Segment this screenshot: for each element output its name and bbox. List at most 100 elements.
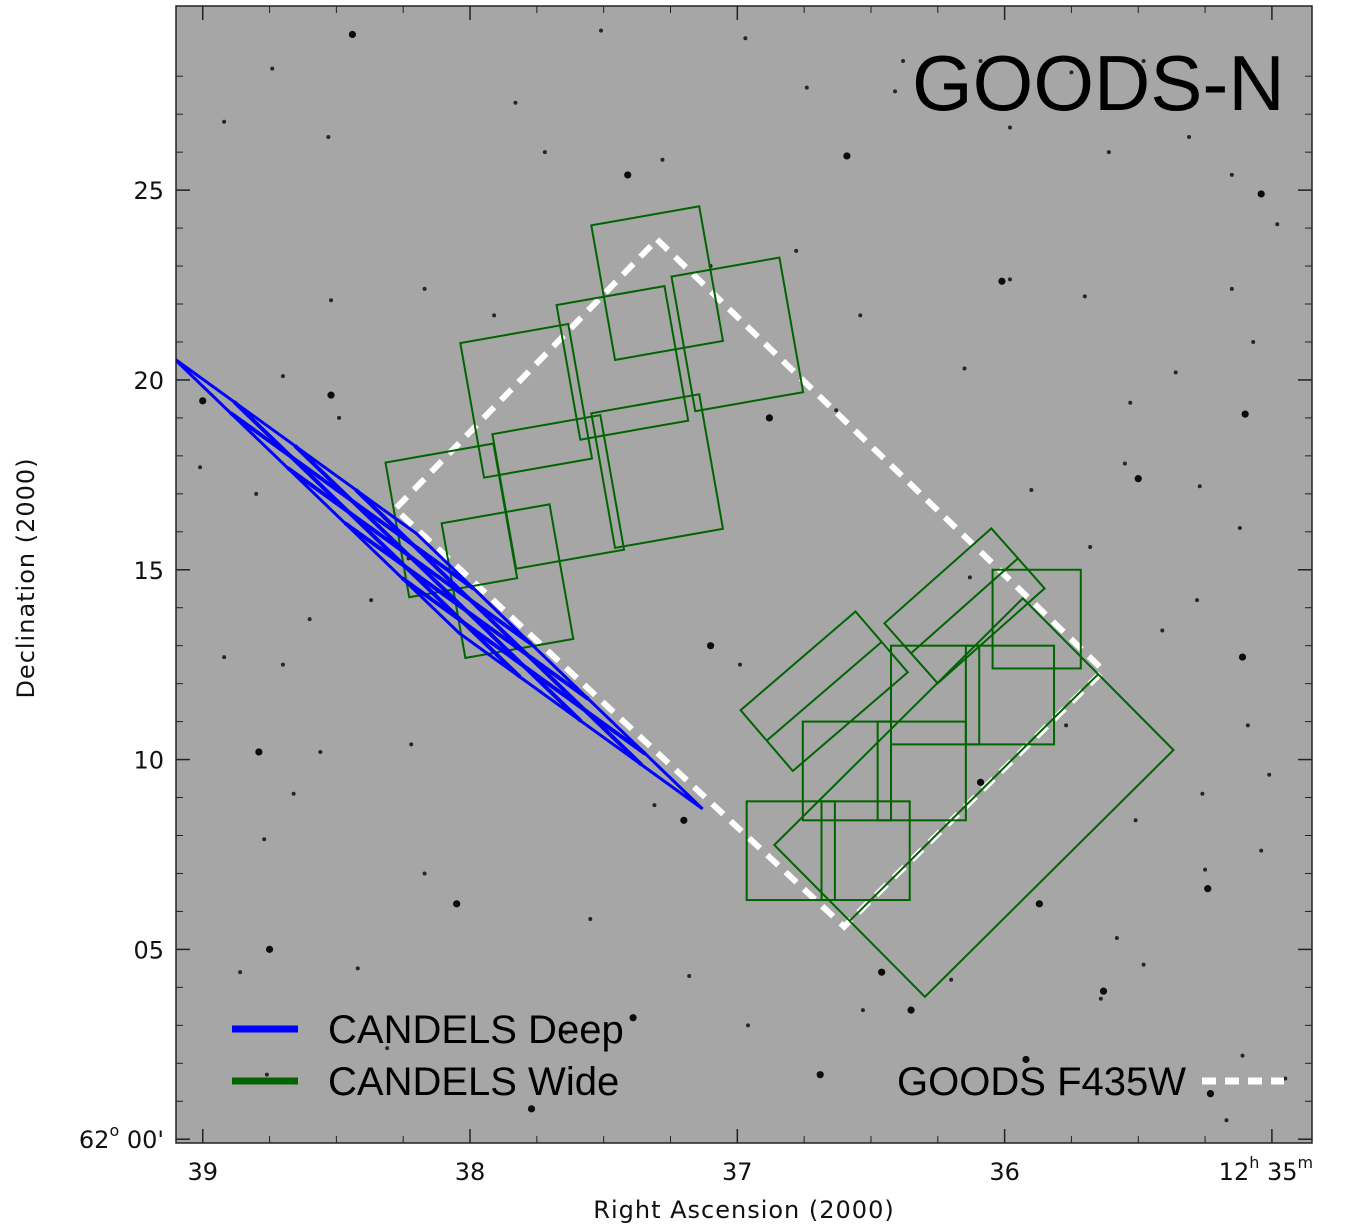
star	[307, 617, 312, 622]
star	[1088, 544, 1093, 549]
plot-background	[176, 6, 1312, 1143]
star	[1082, 294, 1087, 299]
y-tick-label: 62o 00'	[79, 1121, 164, 1154]
star	[1098, 996, 1103, 1001]
star	[1141, 59, 1146, 64]
deep-grid-line	[343, 521, 590, 701]
star	[746, 1023, 751, 1028]
candels-deep-grid	[176, 358, 704, 811]
star	[1229, 172, 1234, 177]
wide-strip	[772, 596, 1175, 999]
star	[967, 575, 972, 580]
x-tick-label: 12h 35m	[1219, 1153, 1313, 1186]
wide-strip-midline	[766, 641, 883, 742]
star	[1283, 1076, 1288, 1081]
star	[652, 803, 657, 808]
star	[492, 313, 497, 318]
star	[1197, 484, 1202, 489]
star	[858, 313, 863, 318]
star	[270, 66, 275, 71]
star	[1064, 723, 1069, 728]
star	[1237, 525, 1242, 530]
x-tick-label: 37	[722, 1158, 753, 1186]
legend-wide-label: CANDELS Wide	[328, 1060, 619, 1104]
star	[326, 134, 331, 139]
star	[254, 491, 259, 496]
wide-tile	[459, 322, 594, 479]
star	[337, 415, 342, 420]
star	[291, 791, 296, 796]
star	[737, 662, 742, 667]
star	[198, 465, 203, 470]
star	[318, 749, 323, 754]
bright-star	[199, 397, 207, 405]
star	[1007, 125, 1012, 130]
star	[962, 366, 967, 371]
star	[1229, 286, 1234, 291]
star	[1114, 935, 1119, 940]
star	[1128, 400, 1133, 405]
wide-tile	[890, 644, 981, 746]
star	[1106, 150, 1111, 155]
bright-star	[255, 748, 263, 756]
star	[804, 85, 809, 90]
bright-star	[527, 1105, 536, 1113]
goods-outline	[390, 235, 1108, 931]
star	[687, 973, 692, 978]
star	[1141, 962, 1146, 967]
star	[1267, 772, 1272, 777]
star	[660, 157, 665, 162]
star	[834, 408, 839, 413]
star	[409, 742, 414, 747]
wide-tile	[590, 393, 725, 550]
star	[280, 374, 285, 379]
star	[1133, 818, 1138, 823]
star	[355, 966, 360, 971]
star	[369, 598, 374, 603]
star	[542, 150, 547, 155]
star	[1173, 370, 1178, 375]
bright-star	[816, 1071, 824, 1079]
y-axis-label: Declination (2000)	[12, 457, 40, 698]
wide-strip	[739, 610, 910, 773]
deep-outline	[176, 358, 704, 811]
bright-star	[1257, 190, 1265, 198]
star	[262, 837, 267, 842]
deep-grid-line	[400, 576, 647, 756]
y-tick-label: 20	[133, 367, 164, 395]
star	[794, 248, 799, 253]
star	[329, 298, 334, 303]
star	[1259, 848, 1264, 853]
bright-star	[680, 816, 688, 824]
star	[1251, 339, 1256, 344]
star	[385, 1046, 390, 1051]
y-tick-label: 05	[133, 936, 164, 964]
bright-star	[878, 968, 886, 976]
star	[743, 36, 748, 41]
wide-tile	[964, 644, 1056, 746]
y-tick-label: 25	[133, 177, 164, 205]
bright-star	[1241, 410, 1249, 418]
star	[1069, 70, 1074, 75]
bright-star	[998, 277, 1006, 285]
bright-star	[1099, 987, 1108, 995]
bright-star	[976, 778, 985, 786]
star	[1187, 134, 1192, 139]
wide-tile	[555, 284, 690, 441]
star	[264, 1072, 269, 1077]
y-tick-label: 15	[133, 557, 164, 585]
wide-tile	[745, 800, 836, 902]
candels-wide-tiles	[384, 205, 1175, 999]
x-axis-label: Right Ascension (2000)	[593, 1196, 894, 1224]
legend-deep-label: CANDELS Deep	[328, 1008, 624, 1052]
star	[893, 89, 898, 94]
wide-tile	[876, 720, 967, 822]
bright-star	[327, 391, 335, 399]
star	[1029, 488, 1034, 493]
star	[513, 100, 518, 105]
star	[588, 917, 593, 922]
x-tick-label: 36	[989, 1158, 1020, 1186]
star	[1122, 461, 1127, 466]
bright-star	[765, 414, 773, 422]
star	[1200, 791, 1205, 796]
